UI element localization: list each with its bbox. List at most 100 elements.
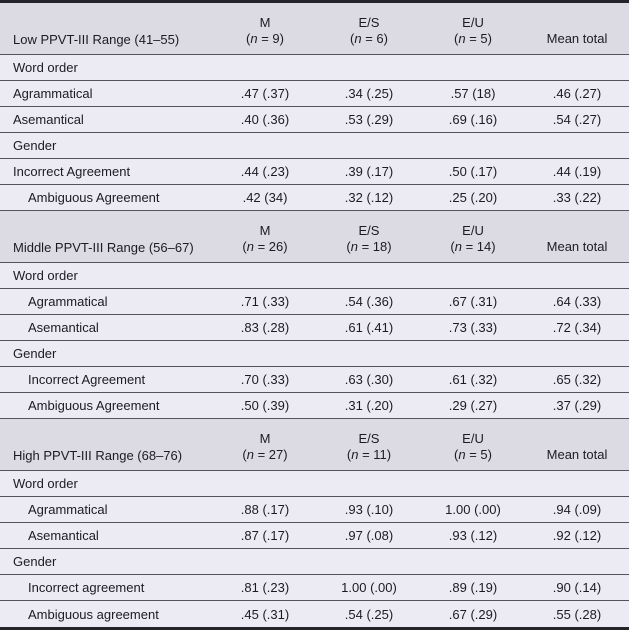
cell-value: .54 (.25) <box>344 606 394 622</box>
block-title: Low PPVT-III Range (41–55) <box>13 32 180 47</box>
column-head-n: (n = 5) <box>454 31 492 46</box>
cell-value: .93 (.10) <box>344 502 394 517</box>
row-label: Incorrect Agreement <box>28 372 146 387</box>
section-row: Word order <box>0 263 629 289</box>
cell-value: .54 (.36) <box>344 294 394 309</box>
block-title: Middle PPVT-III Range (56–67) <box>13 240 194 255</box>
column-head-eu: E/U (n = 5) <box>421 431 525 463</box>
table-row: Ambiguous agreement .45 (.31) .54 (.25) .67… <box>0 601 629 627</box>
table-row: Ambiguous Agreement .50 (.39) .31 (.20) .29… <box>0 393 629 419</box>
cell-value: .57 (18) <box>450 86 496 101</box>
block-header-row: Low PPVT-III Range (41–55) M (n = 9) E/S… <box>0 3 629 55</box>
table-row: Ambiguous Agreement .42 (34) .32 (.12) .25 … <box>0 185 629 211</box>
cell-value: .89 (.19) <box>448 580 498 595</box>
column-head-mean-total: Mean total <box>546 447 608 462</box>
cell-value: .39 (.17) <box>344 164 394 179</box>
cell-value: .67 (.31) <box>448 294 498 309</box>
table-row: Agrammatical .71 (.33) .54 (.36) .67 (.31).… <box>0 289 629 315</box>
cell-value: .55 (.28) <box>552 606 602 622</box>
table-row: Agrammatical .88 (.17) .93 (.10) 1.00 (.00)… <box>0 497 629 523</box>
cell-value: .93 (.12) <box>448 528 498 543</box>
cell-value: .40 (.36) <box>240 112 290 127</box>
cell-value: .50 (.17) <box>448 164 498 179</box>
cell-value: .44 (.19) <box>552 164 602 179</box>
section-label: Word order <box>13 268 78 283</box>
column-head-n: (n = 26) <box>242 239 288 254</box>
section-label: Word order <box>13 476 78 491</box>
section-row: Gender <box>0 341 629 367</box>
cell-value: .71 (.33) <box>240 294 290 309</box>
cell-value: .37 (.29) <box>552 398 602 413</box>
cell-value: .47 (.37) <box>240 86 290 101</box>
cell-value: .53 (.29) <box>344 112 394 127</box>
cell-value: .63 (.30) <box>344 372 394 387</box>
cell-value: .81 (.23) <box>240 580 290 595</box>
block-rows: Word order Agrammatical .71 (.33) .54 (.36)… <box>0 263 629 419</box>
column-head-mean-total: Mean total <box>546 31 608 46</box>
section-row: Gender <box>0 549 629 575</box>
table-row: Incorrect Agreement .44 (.23) .39 (.17) .50… <box>0 159 629 185</box>
cell-value: .25 (.20) <box>448 190 498 205</box>
cell-value: 1.00 (.00) <box>341 580 397 595</box>
column-head-label: M <box>259 15 271 30</box>
block-low-ppvt: Low PPVT-III Range (41–55) M (n = 9) E/S… <box>0 3 629 211</box>
column-head-n: (n = 14) <box>450 239 496 254</box>
table-row: Incorrect agreement .81 (.23) 1.00 (.00) .8… <box>0 575 629 601</box>
cell-value: .61 (.41) <box>344 320 394 335</box>
cell-value: .45 (.31) <box>240 606 290 622</box>
column-head-eu: E/U (n = 14) <box>421 223 525 255</box>
cell-value: .67 (.29) <box>448 606 498 622</box>
cell-value: .42 (34) <box>242 190 288 205</box>
column-head-label: M <box>259 431 271 446</box>
row-label: Agrammatical <box>28 502 108 517</box>
cell-value: .34 (.25) <box>344 86 394 101</box>
column-head-es: E/S (n = 18) <box>317 223 421 255</box>
column-head-n: (n = 5) <box>454 447 492 462</box>
cell-value: .87 (.17) <box>240 528 290 543</box>
cell-value: .70 (.33) <box>240 372 290 387</box>
row-label: Agrammatical <box>13 86 93 101</box>
table-row: Asemantical .40 (.36) .53 (.29) .69 (.16) .5… <box>0 107 629 133</box>
cell-value: .54 (.27) <box>552 112 602 127</box>
column-head-mean-total: Mean total <box>546 239 608 254</box>
row-label: Ambiguous Agreement <box>28 398 160 413</box>
column-head-m: M (n = 27) <box>213 431 317 463</box>
row-label: Ambiguous agreement <box>28 606 159 622</box>
cell-value: .97 (.08) <box>344 528 394 543</box>
column-head-n: (n = 9) <box>246 31 284 46</box>
cell-value: .73 (.33) <box>448 320 498 335</box>
cell-value: .94 (.09) <box>552 502 602 517</box>
column-head-label: E/S <box>358 223 380 238</box>
column-head-n: (n = 11) <box>346 447 392 462</box>
row-label: Asemantical <box>13 112 84 127</box>
block-high-ppvt: High PPVT-III Range (68–76) M (n = 27) E… <box>0 419 629 627</box>
column-head-label: E/S <box>358 431 380 446</box>
row-label: Ambiguous Agreement <box>28 190 160 205</box>
cell-value: .64 (.33) <box>552 294 602 309</box>
column-head-n: (n = 27) <box>242 447 288 462</box>
column-head-n: (n = 18) <box>346 239 392 254</box>
cell-value: .72 (.34) <box>552 320 602 335</box>
cell-value: .32 (.12) <box>344 190 394 205</box>
block-title: High PPVT-III Range (68–76) <box>13 448 183 463</box>
section-label: Word order <box>13 60 78 75</box>
cell-value: .92 (.12) <box>552 528 602 543</box>
section-row: Word order <box>0 55 629 81</box>
table-row: Agrammatical .47 (.37) .34 (.25) .57 (18) .4… <box>0 81 629 107</box>
block-header-row: Middle PPVT-III Range (56–67) M (n = 26)… <box>0 211 629 263</box>
cell-value: .29 (.27) <box>448 398 498 413</box>
cell-value: 1.00 (.00) <box>445 502 501 517</box>
column-head-label: E/U <box>462 15 484 30</box>
cell-value: .61 (.32) <box>448 372 498 387</box>
cell-value: .88 (.17) <box>240 502 290 517</box>
column-head-n: (n = 6) <box>350 31 388 46</box>
cell-value: .65 (.32) <box>552 372 602 387</box>
table-row: Incorrect Agreement .70 (.33) .63 (.30) .61… <box>0 367 629 393</box>
column-head-label: E/U <box>462 431 484 446</box>
cell-value: .69 (.16) <box>448 112 498 127</box>
cell-value: .33 (.22) <box>552 190 602 205</box>
cell-value: .90 (.14) <box>552 580 602 595</box>
column-head-label: E/U <box>462 223 484 238</box>
cell-value: .83 (.28) <box>240 320 290 335</box>
